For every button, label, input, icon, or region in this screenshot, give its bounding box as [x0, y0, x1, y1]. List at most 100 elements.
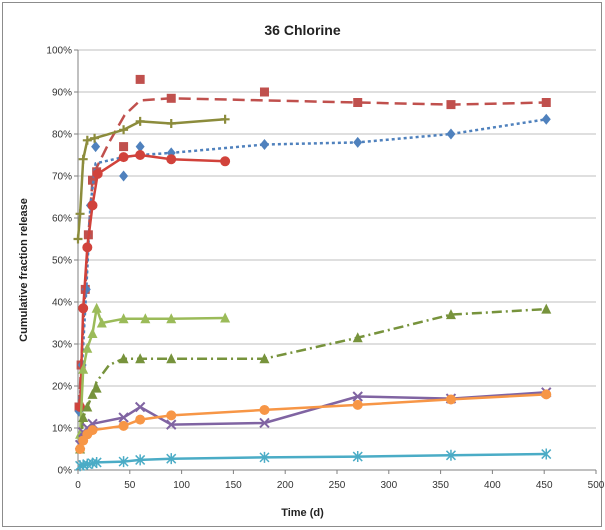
y-tick-label: 20% [52, 382, 72, 393]
data-point [135, 141, 145, 153]
x-tick-label: 400 [484, 480, 501, 491]
data-point [82, 135, 92, 145]
data-point [140, 313, 151, 324]
data-point [135, 454, 146, 466]
y-tick-label: 10% [52, 424, 72, 435]
tick-labels: 0% 10% 20% 30% 40% 50% 60% 70% 80% 90% 100% 0 50 100 1… [46, 46, 604, 492]
data-point [259, 417, 270, 429]
y-tick-label: 80% [52, 130, 72, 141]
data-point [541, 303, 552, 314]
series-line [77, 118, 547, 412]
data-point [82, 401, 93, 412]
data-point [220, 312, 231, 323]
data-point [445, 394, 456, 405]
series-line [77, 97, 547, 408]
data-point [353, 136, 363, 148]
data-point [87, 328, 98, 338]
data-point [353, 98, 363, 107]
data-point [75, 209, 85, 219]
plot-area [73, 74, 552, 472]
data-point [119, 142, 129, 152]
data-point [220, 156, 231, 167]
series-line [78, 307, 227, 436]
y-tick-label: 90% [52, 88, 72, 99]
data-point [91, 302, 102, 313]
data-point [91, 456, 102, 468]
data-point [259, 404, 270, 415]
y-tick-label: 30% [52, 340, 72, 351]
data-point [446, 128, 456, 140]
data-point [96, 317, 107, 328]
data-point [75, 444, 86, 454]
series-line [78, 393, 548, 451]
data-point [445, 449, 456, 461]
data-point [91, 382, 102, 393]
series-line [78, 452, 548, 468]
data-point [166, 410, 177, 421]
series-5 [75, 302, 231, 439]
data-point [259, 87, 269, 97]
data-point [446, 100, 456, 110]
data-point [135, 150, 146, 160]
data-point [166, 419, 177, 430]
data-point [135, 116, 145, 126]
data-point [352, 391, 363, 402]
data-point [92, 168, 103, 179]
data-point [352, 332, 363, 343]
series-4 [75, 150, 231, 412]
data-point [118, 353, 129, 364]
data-point [135, 414, 146, 425]
data-point [87, 425, 98, 436]
data-point [166, 313, 177, 324]
data-point [166, 119, 176, 128]
series-9 [75, 448, 552, 472]
axes [74, 49, 597, 474]
data-point [445, 309, 456, 320]
data-point [118, 313, 129, 324]
data-point [118, 152, 129, 163]
series-line [76, 118, 227, 241]
chart-title: 36 Chlorine [264, 22, 341, 38]
series-6 [75, 303, 552, 454]
data-point [259, 353, 270, 364]
data-point [78, 303, 89, 314]
gridlines [78, 49, 596, 429]
y-tick-label: 70% [52, 172, 72, 183]
data-point [541, 113, 551, 125]
data-point [87, 200, 98, 211]
data-point [118, 420, 129, 431]
x-tick-label: 350 [432, 480, 449, 491]
x-axis-label: Time (d) [281, 507, 324, 519]
data-point [118, 456, 129, 468]
y-tick-label: 50% [52, 256, 72, 267]
data-point [119, 125, 129, 135]
x-tick-label: 500 [588, 480, 605, 491]
series-line [78, 153, 227, 409]
data-point [135, 74, 145, 84]
data-point [541, 448, 552, 460]
x-tick-label: 300 [380, 480, 397, 491]
data-point [166, 353, 177, 364]
y-tick-label: 60% [52, 214, 72, 225]
data-point [541, 389, 552, 400]
x-tick-label: 50 [124, 480, 136, 491]
data-point [259, 451, 270, 463]
x-tick-label: 250 [329, 480, 346, 491]
data-point [91, 141, 101, 153]
series-3 [73, 114, 230, 244]
data-point [78, 412, 89, 422]
series-2 [74, 113, 551, 417]
data-point [220, 114, 230, 124]
data-point [87, 388, 98, 399]
data-point [82, 342, 93, 353]
series-1 [74, 74, 551, 412]
data-point [541, 98, 551, 107]
data-point [352, 451, 363, 463]
data-point [352, 399, 363, 410]
data-point [134, 401, 146, 413]
data-point [82, 242, 93, 253]
y-tick-label: 100% [46, 46, 72, 57]
data-point [135, 353, 146, 364]
